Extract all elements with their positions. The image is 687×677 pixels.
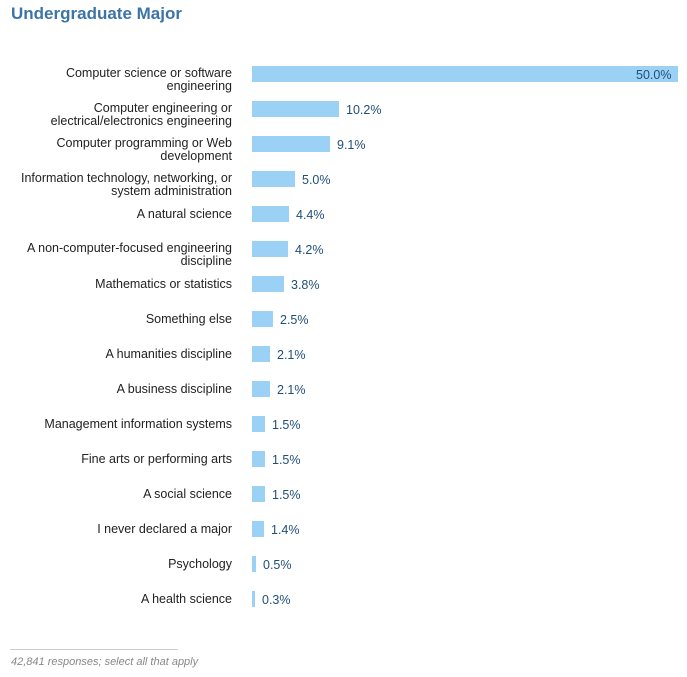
bar <box>252 171 295 187</box>
category-label-line: A social science <box>143 487 232 501</box>
value-label: 2.5% <box>280 313 309 327</box>
category-label: A business discipline <box>0 383 232 396</box>
category-label-line: discipline <box>180 254 232 268</box>
category-label-line: A humanities discipline <box>105 347 232 361</box>
category-label: Management information systems <box>0 418 232 431</box>
bar <box>252 486 265 502</box>
category-label-line: Information technology, networking, or <box>21 171 232 185</box>
category-label-line: A business discipline <box>116 382 232 396</box>
value-label: 5.0% <box>302 173 331 187</box>
chart-title: Undergraduate Major <box>11 4 182 23</box>
bar <box>252 381 270 397</box>
bar <box>252 451 265 467</box>
category-label-line: Management information systems <box>44 417 232 431</box>
category-label-line: engineering <box>166 79 232 93</box>
category-label-line: A natural science <box>136 207 232 221</box>
category-label-line: A health science <box>140 592 232 606</box>
bar <box>252 416 265 432</box>
category-label: A natural science <box>0 208 232 221</box>
bar <box>252 556 256 572</box>
value-label: 2.1% <box>277 348 306 362</box>
category-label-line: I never declared a major <box>97 522 232 536</box>
bar <box>252 206 289 222</box>
category-label: I never declared a major <box>0 523 232 536</box>
value-label: 0.5% <box>263 558 292 572</box>
category-label-line: Computer science or software <box>65 66 232 80</box>
category-label-line: Psychology <box>168 557 232 571</box>
category-label: Psychology <box>0 558 232 571</box>
category-label: A humanities discipline <box>0 348 232 361</box>
value-label: 4.4% <box>296 208 325 222</box>
footnote: 42,841 responses; select all that apply <box>11 656 199 668</box>
category-label: Mathematics or statistics <box>0 278 232 291</box>
value-label: 3.8% <box>291 278 320 292</box>
category-label: Computer engineering or electrical/electr… <box>0 102 232 128</box>
value-label: 1.5% <box>272 418 301 432</box>
value-label: 9.1% <box>337 138 366 152</box>
category-label: A non-computer-focused engineering discip… <box>0 242 232 268</box>
footnote-divider <box>10 649 178 650</box>
value-label: 1.5% <box>272 453 301 467</box>
category-label-line: Mathematics or statistics <box>95 277 232 291</box>
value-label: 4.2% <box>295 243 324 257</box>
value-label: 2.1% <box>277 383 306 397</box>
category-label-line: electrical/electronics engineering <box>50 114 232 128</box>
category-label-line: Fine arts or performing arts <box>81 452 232 466</box>
value-label: 1.4% <box>271 523 300 537</box>
bar <box>252 136 330 152</box>
category-label: Fine arts or performing arts <box>0 453 232 466</box>
category-label-line: Computer engineering or <box>93 101 232 115</box>
category-label: Information technology, networking, or sy… <box>0 172 232 198</box>
category-label: Computer programming or Web development <box>0 137 232 163</box>
bar <box>252 521 264 537</box>
category-label-line: Computer programming or Web <box>56 136 232 150</box>
value-label: 0.3% <box>262 593 291 607</box>
bar <box>252 66 678 82</box>
category-label-line: system administration <box>111 184 232 198</box>
category-label: A social science <box>0 488 232 501</box>
category-label-line: Something else <box>145 312 232 326</box>
category-label: Something else <box>0 313 232 326</box>
bar <box>252 346 270 362</box>
bar <box>252 241 288 257</box>
category-label: Computer science or software engineering <box>0 67 232 93</box>
bar <box>252 101 339 117</box>
bar <box>252 276 284 292</box>
category-label-line: A non-computer-focused engineering <box>27 241 232 255</box>
category-label: A health science <box>0 593 232 606</box>
value-label: 1.5% <box>272 488 301 502</box>
category-label-line: development <box>160 149 232 163</box>
bar <box>252 591 255 607</box>
value-label: 50.0% <box>636 68 672 82</box>
bar <box>252 311 273 327</box>
value-label: 10.2% <box>346 103 382 117</box>
